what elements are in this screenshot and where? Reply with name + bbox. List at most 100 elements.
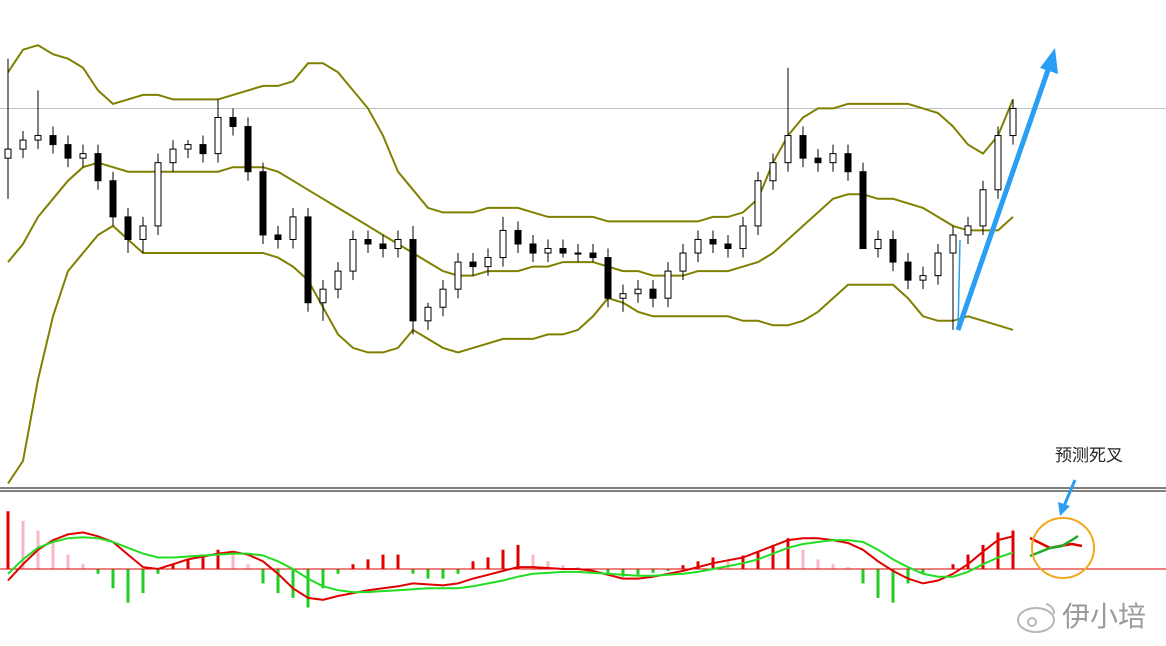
watermark: 伊小培 [1062, 600, 1146, 633]
histogram-bar [861, 569, 865, 584]
histogram-bar [831, 564, 835, 569]
arrow-head [1040, 48, 1058, 74]
histogram-bar [441, 569, 445, 579]
histogram-bar [21, 520, 25, 569]
histogram-bar [876, 569, 880, 598]
candle-body [754, 180, 762, 227]
candle-body [94, 153, 102, 182]
trend-arrow [955, 69, 1051, 331]
candle-body [364, 238, 372, 245]
macd-panel [0, 511, 1166, 608]
candle-body [469, 261, 477, 268]
candle-body [664, 270, 672, 299]
candle-body [109, 180, 117, 218]
candle-body [229, 116, 237, 128]
candle-body [1009, 107, 1017, 137]
histogram-bar [276, 569, 280, 594]
histogram-bar [486, 557, 490, 569]
histogram-bar [186, 559, 190, 569]
candle-body [694, 238, 702, 254]
trend-line [957, 239, 961, 331]
candle-body [409, 238, 417, 322]
histogram-bar [111, 569, 115, 589]
candle-body [214, 116, 222, 155]
candle-body [964, 225, 972, 236]
histogram-bar [651, 569, 655, 573]
histogram-bar [621, 569, 625, 577]
histogram-bar [951, 564, 955, 569]
histogram-bar [726, 559, 730, 569]
candle-body [814, 157, 822, 164]
histogram-bar [171, 564, 175, 569]
histogram-bar [246, 564, 250, 569]
histogram-bar [1011, 530, 1015, 569]
annotation: 预测死叉 [1055, 446, 1123, 466]
candle-body [379, 243, 387, 250]
candle-body [154, 162, 162, 227]
candle-body [619, 293, 627, 299]
candle-body [979, 189, 987, 227]
candle-body [859, 171, 867, 250]
histogram-bar [561, 565, 565, 569]
histogram-bar [546, 561, 550, 569]
histogram-bar [156, 569, 160, 574]
histogram-bar [336, 569, 340, 574]
candle-body [124, 216, 132, 240]
candle-body [274, 234, 282, 240]
candle-body [79, 153, 87, 159]
histogram-bar [996, 532, 1000, 569]
candle-body [19, 139, 27, 150]
macd-line [7, 536, 1014, 594]
bollinger-band [7, 44, 1014, 223]
candle-body [574, 252, 582, 255]
histogram-bar [966, 554, 970, 569]
histogram-bar [921, 569, 925, 574]
macd-line [7, 531, 1014, 601]
candle-body [514, 229, 522, 245]
histogram-bar [516, 544, 520, 569]
candle-body [424, 306, 432, 322]
candle-body [4, 148, 12, 159]
bollinger-band [7, 224, 1014, 485]
candle-body [304, 216, 312, 304]
histogram-bar [411, 569, 415, 574]
histogram-bar [801, 549, 805, 569]
histogram-bar [426, 569, 430, 579]
histogram-bar [906, 569, 910, 584]
histogram-bar [126, 569, 130, 603]
candle-body [829, 153, 837, 164]
candle-body [139, 225, 147, 240]
candle-body [904, 261, 912, 281]
candle-body [634, 288, 642, 295]
candle-body [34, 135, 42, 141]
candle-body [169, 148, 177, 164]
watermark-icon [1017, 603, 1055, 633]
candle-body [739, 225, 747, 250]
histogram-bar [891, 569, 895, 603]
histogram-bar [681, 565, 685, 569]
candle-body [784, 135, 792, 164]
candle-body [184, 144, 192, 150]
histogram-bar [606, 569, 610, 574]
candle-body [844, 153, 852, 173]
candle-body [949, 234, 957, 254]
histogram-bar [51, 540, 55, 569]
candle-body [679, 252, 687, 272]
candle-body [769, 162, 777, 182]
candle-body [244, 126, 252, 173]
histogram-bar [6, 511, 10, 569]
histogram-bar [396, 554, 400, 569]
histogram-bar [216, 549, 220, 569]
histogram-bar [501, 549, 505, 569]
histogram-bar [786, 538, 790, 569]
candle-body [874, 238, 882, 250]
candle-body [649, 288, 657, 299]
candle-body [49, 135, 57, 146]
histogram-bar [771, 544, 775, 569]
candle-body [319, 288, 327, 304]
candle-body [334, 270, 342, 290]
candle-body [349, 238, 357, 272]
callout-arrow [1062, 479, 1077, 507]
histogram-bar [981, 544, 985, 569]
candle-body [589, 252, 597, 259]
